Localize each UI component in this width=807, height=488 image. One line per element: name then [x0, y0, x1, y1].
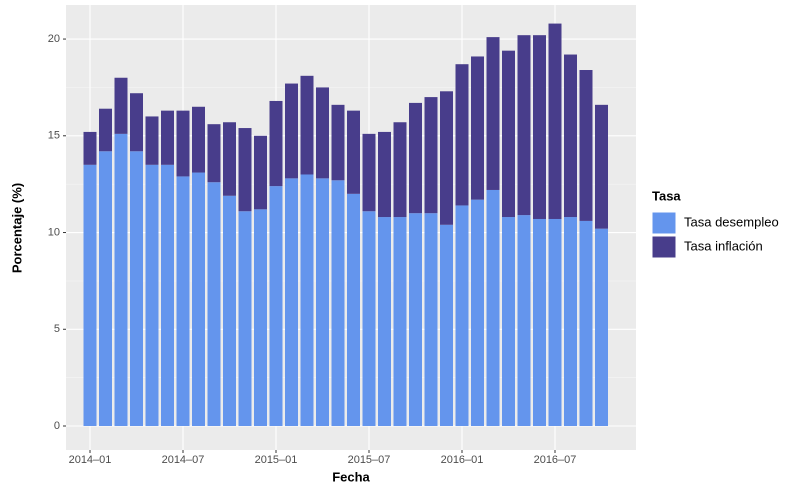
- bar-segment: [331, 180, 345, 427]
- y-tick-label: 15: [48, 130, 60, 142]
- x-tick-label: 2016–07: [534, 454, 577, 466]
- bar-segment: [424, 97, 438, 214]
- bar-segment: [223, 122, 236, 196]
- bar-segment: [83, 164, 97, 427]
- bar-segment: [192, 172, 205, 427]
- bar-segment: [471, 199, 484, 427]
- bar-segment: [238, 211, 252, 427]
- bar-segment: [564, 217, 577, 427]
- y-axis-title: Porcentaje (%): [9, 183, 24, 273]
- legend-key: [651, 211, 677, 235]
- bar-segment: [579, 70, 593, 221]
- bar-segment: [269, 100, 283, 187]
- y-tick-label: 10: [48, 226, 60, 238]
- bar-segment: [579, 220, 593, 427]
- bar-segment: [285, 178, 298, 427]
- bar-segment: [517, 35, 531, 216]
- bar-segment: [378, 131, 391, 218]
- bar-segment: [99, 108, 112, 152]
- x-tick-label: 2014–07: [162, 454, 205, 466]
- legend-label: Tasa desempleo: [684, 214, 779, 229]
- bar-segment: [548, 218, 562, 427]
- bar-segment: [548, 23, 562, 219]
- bar-segment: [223, 195, 236, 427]
- y-tick-label: 0: [54, 420, 60, 432]
- bar-segment: [409, 213, 422, 427]
- bar-segment: [130, 93, 143, 152]
- bar-segment: [486, 189, 500, 427]
- bar-segment: [254, 135, 267, 210]
- bar-segment: [300, 75, 314, 175]
- x-tick-label: 2014–01: [69, 454, 112, 466]
- bar-segment: [207, 124, 221, 183]
- bar-segment: [238, 128, 252, 212]
- legend-key: [651, 235, 677, 259]
- bar-segment: [409, 102, 422, 214]
- bar-segment: [517, 215, 531, 427]
- bar-segment: [254, 209, 267, 427]
- bar-segment: [130, 151, 143, 427]
- bar-segment: [471, 56, 484, 200]
- bar-segment: [192, 106, 205, 173]
- bar-segment: [424, 213, 438, 427]
- bar-segment: [533, 35, 546, 219]
- x-tick-label: 2016–01: [441, 454, 484, 466]
- x-tick-label: 2015–01: [255, 454, 298, 466]
- x-axis-title: Fecha: [332, 469, 370, 484]
- bar-segment: [176, 176, 190, 427]
- bar-segment: [502, 50, 515, 218]
- bar-segment: [161, 110, 174, 165]
- bar-segment: [114, 133, 128, 427]
- bar-segment: [285, 83, 298, 179]
- legend-title: Tasa: [652, 188, 681, 203]
- bar-segment: [114, 77, 128, 134]
- bar-segment: [300, 174, 314, 427]
- bar-segment: [347, 193, 360, 427]
- bar-segment: [362, 211, 376, 427]
- bar-segment: [502, 217, 515, 427]
- bar-segment: [347, 110, 360, 194]
- bar-segment: [440, 91, 453, 225]
- bar-segment: [393, 122, 407, 218]
- bar-segment: [161, 164, 174, 427]
- bar-segment: [533, 218, 546, 427]
- y-tick-label: 5: [54, 323, 60, 335]
- bar-segment: [393, 217, 407, 427]
- bar-segment: [362, 133, 376, 212]
- x-tick-label: 2015–07: [348, 454, 391, 466]
- bar-segment: [99, 151, 112, 427]
- bar-segment: [331, 104, 345, 181]
- bar-segment: [145, 164, 159, 427]
- bar-segment: [455, 205, 469, 427]
- bar-segment: [207, 182, 221, 427]
- bar-segment: [486, 37, 500, 190]
- bar-segment: [595, 104, 608, 229]
- bar-segment: [269, 186, 283, 427]
- bar-segment: [316, 178, 329, 427]
- bar-segment: [316, 87, 329, 179]
- bar-segment: [176, 110, 190, 177]
- bar-segment: [440, 224, 453, 427]
- bar-segment: [83, 131, 97, 165]
- bar-segment: [595, 228, 608, 427]
- bar-segment: [564, 54, 577, 218]
- legend-label: Tasa inflación: [684, 238, 763, 253]
- y-tick-label: 20: [48, 33, 60, 45]
- bar-segment: [455, 64, 469, 206]
- bar-segment: [145, 116, 159, 165]
- bar-segment: [378, 217, 391, 427]
